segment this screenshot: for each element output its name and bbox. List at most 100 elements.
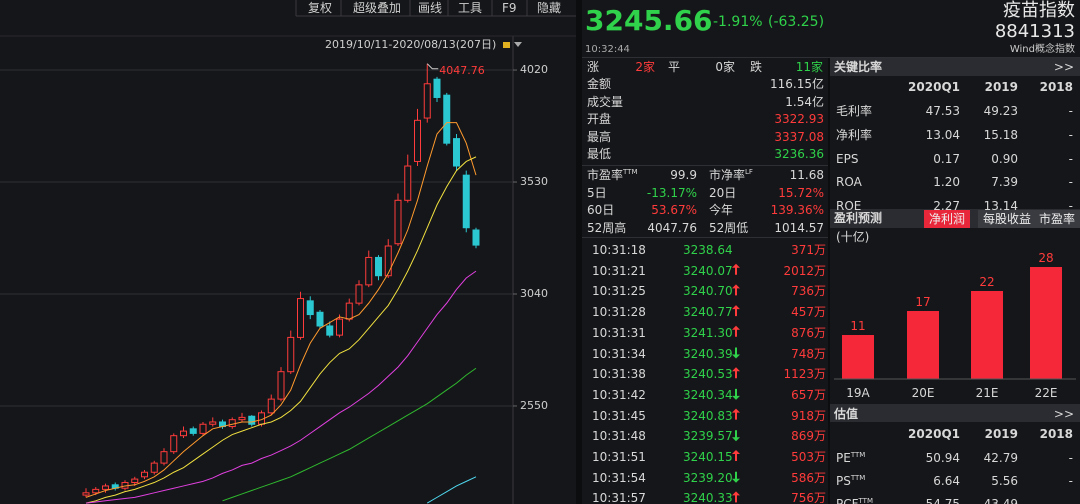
more-button[interactable]: >>	[1053, 60, 1074, 74]
candle-body	[443, 94, 451, 144]
unit-label: (十亿)	[836, 230, 870, 244]
tick-time: 10:31:31	[592, 325, 646, 340]
toolbar-button[interactable]: F9	[502, 1, 517, 15]
breadth-value: 11家	[795, 60, 823, 74]
section-header	[830, 404, 1080, 422]
stat-value: -13.17%	[646, 185, 697, 200]
value-label: 11	[850, 319, 866, 333]
superscript: TTM	[850, 474, 866, 482]
tick-price: 3240.34	[683, 387, 733, 402]
bar	[971, 291, 1003, 379]
cell: 43.49	[983, 497, 1018, 504]
tick-volume: 1123万	[783, 367, 826, 382]
price: 3245.66	[585, 4, 713, 37]
stat-label: 52周高	[587, 220, 627, 235]
tab[interactable]: 净利润	[924, 210, 971, 228]
cell: 13.04	[925, 127, 960, 142]
candle-body	[267, 398, 275, 414]
tick-time: 10:31:48	[592, 429, 646, 444]
cell: 1.20	[933, 175, 960, 190]
tab[interactable]: 市盈率	[1034, 210, 1080, 228]
up-arrow	[732, 305, 740, 317]
change: (-63.25)	[768, 14, 825, 30]
candle-body	[453, 138, 460, 167]
tick-time: 10:31:38	[592, 367, 646, 382]
candle-body	[297, 298, 304, 338]
x-tick-label: 20E	[911, 386, 935, 400]
candle-body	[375, 256, 382, 277]
tick-price: 3240.83	[683, 408, 733, 423]
summary-value: 1.54亿	[785, 94, 824, 109]
stat-label: 52周低	[709, 220, 749, 235]
peak-pointer	[426, 63, 439, 70]
breadth-value: 2家	[635, 60, 655, 74]
summary-label: 成交量	[587, 94, 624, 109]
toolbar-button[interactable]: 隐藏	[537, 1, 562, 15]
tab[interactable]: 每股收益	[978, 210, 1037, 228]
breadth-label: 涨	[587, 60, 600, 74]
cell: 54.75	[925, 497, 960, 504]
toolbar-button[interactable]: 工具	[458, 1, 483, 15]
cell: -	[1068, 199, 1073, 214]
divider	[828, 57, 830, 504]
candle-body	[141, 471, 148, 478]
stat-label: 20日	[709, 185, 737, 200]
candle-body	[316, 311, 324, 327]
up-arrow	[732, 450, 740, 461]
x-tick-label: 21E	[975, 386, 999, 400]
candle-body	[189, 428, 197, 434]
candle-body	[336, 318, 343, 336]
column-header: 2020Q1	[908, 427, 960, 441]
tick-volume: 657万	[791, 387, 826, 402]
divider	[582, 165, 828, 166]
toolbar-button[interactable]: 超级叠加	[353, 1, 402, 15]
dropdown-icon	[514, 42, 522, 47]
column-header: 2018	[1039, 80, 1073, 94]
candle-body	[160, 451, 168, 464]
plot	[82, 63, 480, 504]
x-tick-label: 22E	[1034, 386, 1058, 400]
tick-volume: 457万	[791, 305, 826, 320]
up-arrow	[732, 263, 740, 275]
column-header: 2020Q1	[908, 80, 960, 94]
toolbar-button[interactable]: 画线	[418, 1, 443, 15]
cell: -	[1068, 497, 1073, 504]
breadth-value: 0家	[715, 60, 735, 74]
toolbar-button[interactable]: 复权	[308, 1, 333, 15]
x-tick-label: 19A	[846, 386, 870, 400]
up-arrow	[732, 491, 740, 503]
moving-average	[85, 156, 477, 504]
candle-body	[394, 199, 402, 245]
moving-average	[85, 270, 477, 504]
section-header	[830, 58, 1080, 76]
y-tick-label: 4020	[520, 63, 548, 77]
row-label: PETTM	[836, 451, 866, 465]
cell: 42.79	[983, 451, 1018, 465]
index-code: 8841313	[994, 21, 1075, 42]
tick-time: 10:31:25	[592, 284, 646, 299]
column-header: 2018	[1039, 427, 1073, 441]
bar	[842, 335, 874, 379]
tick-price: 3239.57	[683, 429, 733, 444]
down-arrow	[732, 388, 740, 400]
more-button[interactable]: >>	[1053, 407, 1074, 421]
tick-volume: 371万	[791, 243, 826, 257]
section-title: 盈利预测	[834, 211, 883, 225]
breadth-label: 跌	[750, 60, 763, 74]
candle-body	[433, 78, 441, 98]
candle-body	[355, 284, 363, 304]
y-tick-label: 2550	[520, 398, 548, 412]
category: Wind概念指数	[1009, 44, 1075, 55]
cell: -	[1068, 151, 1073, 166]
stat-value: 53.67%	[651, 203, 697, 217]
divider	[582, 57, 1080, 58]
peak-label: 4047.76	[439, 63, 485, 77]
cell: 47.53	[925, 104, 960, 118]
moving-average	[426, 476, 477, 504]
row-label: ROA	[836, 175, 862, 190]
breadth-label: 平	[668, 60, 681, 74]
candle-body	[365, 256, 373, 286]
cell: -	[1068, 451, 1073, 465]
tick-price: 3240.15	[683, 450, 733, 464]
tick-price: 3240.70	[683, 284, 733, 299]
